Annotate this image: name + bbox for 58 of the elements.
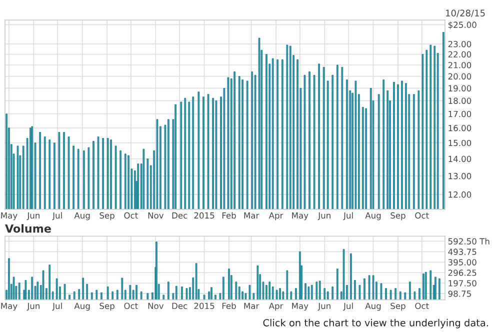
x-tick-label: Aug [365, 302, 381, 311]
y-tick-label: 592.50 Th [448, 238, 490, 244]
y-tick-label: 296.25 [448, 270, 476, 276]
x-tick-label: Jun [318, 302, 330, 311]
x-tick-label: May [1, 302, 18, 311]
x-tick-label: Aug [74, 212, 90, 220]
x-tick-label: 2015 [194, 212, 214, 219]
x-tick-label: Feb [222, 302, 236, 310]
x-tick-label: Oct [415, 212, 429, 219]
y-tick-label: 17.00 [448, 110, 472, 118]
x-tick-label: Sep [100, 212, 114, 220]
x-tick-label: Jul [343, 302, 353, 311]
text: 10/28/15 [446, 10, 485, 18]
y-tick-label: 13.00 [448, 172, 472, 180]
x-tick-label: Sep [390, 212, 406, 220]
x-tick-label: Apr [268, 212, 284, 220]
chart-title: Volume [5, 224, 51, 233]
x-tick-label: Jun [26, 212, 40, 220]
x-tick-label: Apr [268, 302, 284, 311]
y-tick-label: 12.00 [448, 191, 472, 198]
x-tick-label: Oct [415, 302, 429, 310]
x-tick-label: Nov [148, 212, 164, 219]
x-tick-label: Jul [343, 212, 353, 220]
y-tick-label: 18.00 [448, 98, 472, 104]
x-tick-label: Nov [148, 302, 164, 310]
x-tick-label: Jun [26, 302, 40, 311]
x-tick-label: May [1, 212, 18, 220]
text: Click on the chart to view the underlying data. [263, 318, 488, 328]
x-tick-label: May [292, 212, 308, 220]
x-tick-label: May [292, 302, 308, 311]
y-tick-label: 395.00 [448, 259, 476, 266]
x-tick-label: Oct [124, 212, 138, 219]
y-tick-label: 15.00 [448, 140, 472, 146]
y-tick-label: $25.00 [448, 22, 476, 30]
x-tick-label: Mar [244, 302, 260, 310]
x-tick-label: Sep [100, 302, 114, 311]
x-tick-label: Mar [244, 212, 260, 219]
y-tick-label: 20.00 [448, 73, 472, 80]
y-tick-label: 14.00 [448, 156, 472, 162]
x-tick-label: 2015 [194, 302, 214, 310]
x-tick-label: Dec [172, 302, 188, 310]
x-tick-label: Jul [52, 302, 62, 311]
y-tick-label: 98.75 [448, 290, 471, 297]
y-tick-label: 493.75 [448, 248, 476, 255]
x-tick-label: Jun [318, 212, 330, 220]
y-tick-label: 22.00 [448, 51, 472, 58]
y-tick-label: 197.50 [448, 280, 476, 286]
x-tick-label: Jul [52, 212, 62, 220]
x-tick-label: Dec [172, 212, 188, 219]
x-tick-label: Aug [74, 302, 90, 311]
y-tick-label: 21.00 [448, 62, 472, 68]
y-tick-label: 23.00 [448, 40, 472, 48]
x-tick-label: Aug [365, 212, 381, 220]
y-tick-label: 19.00 [448, 85, 472, 92]
x-tick-label: Feb [222, 212, 236, 219]
y-tick-label: 16.00 [448, 124, 472, 132]
x-tick-label: Sep [390, 302, 406, 311]
x-tick-label: Oct [124, 302, 138, 310]
